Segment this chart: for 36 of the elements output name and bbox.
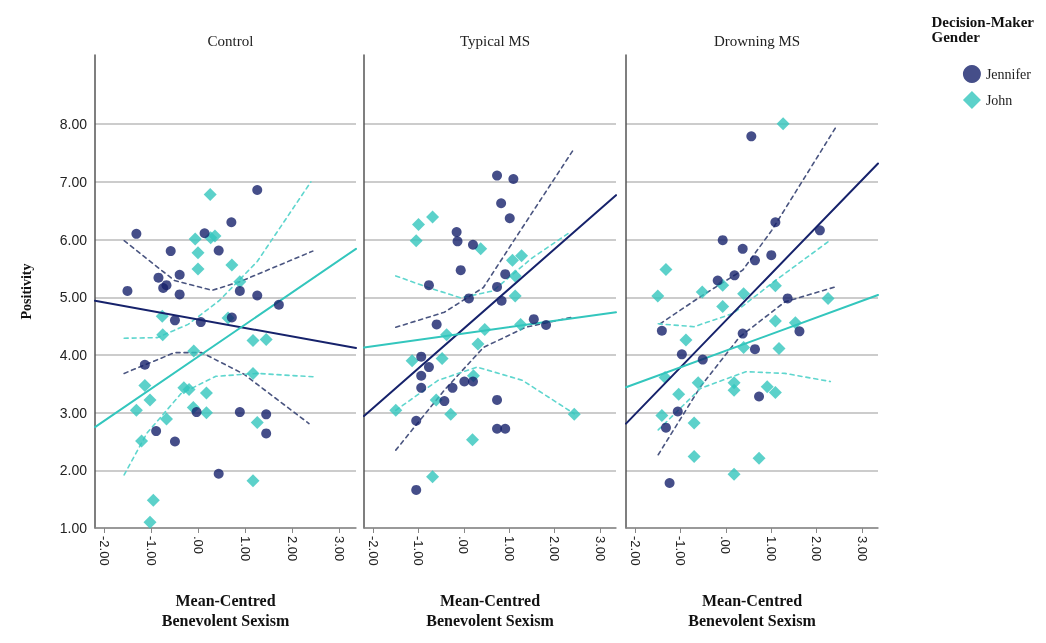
x-tick-label: -1.00: [410, 536, 426, 566]
x-tick-label: -2.00: [365, 536, 381, 566]
x-tick-label: 3.00: [592, 536, 608, 562]
x-tick-label: 3.00: [332, 536, 348, 562]
x-tick-label: -1.00: [143, 536, 159, 566]
x-tick-label: 2.00: [809, 536, 825, 562]
chart-title: Typical MS: [459, 32, 531, 49]
legend-label: Jennifer: [985, 66, 1032, 82]
x-tick-label: -1.00: [672, 536, 688, 566]
y-tick-label: 3.00: [59, 404, 88, 421]
y-tick-label: 2.00: [59, 462, 88, 479]
x-tick-label: -2.00: [96, 536, 112, 566]
y-tick-label: 4.00: [59, 346, 88, 363]
y-tick-label: 6.00: [59, 231, 88, 248]
x-tick-label: .00: [456, 536, 472, 555]
x-tick-label: 2.00: [285, 536, 301, 562]
chart-title: Control: [207, 32, 254, 49]
chart-title: Drowning MS: [713, 32, 801, 49]
x-tick-label: 1.00: [501, 536, 517, 562]
x-tick-label: 1.00: [763, 536, 779, 562]
x-axis-title: Mean-Centred Benevolent Sexism: [426, 591, 555, 629]
y-tick-label: 5.00: [59, 289, 88, 306]
x-tick-label: 3.00: [854, 536, 870, 562]
y-tick-label: 7.00: [59, 173, 88, 190]
legend-title: Decision-Maker Gender: [931, 13, 1035, 45]
x-tick-label: .00: [718, 536, 734, 555]
x-tick-label: .00: [190, 536, 206, 555]
x-axis-title: Mean-Centred Benevolent Sexism: [161, 591, 290, 629]
x-tick-label: 2.00: [547, 536, 563, 562]
y-tick-label: 8.00: [59, 116, 88, 133]
y-tick-label: 1.00: [59, 520, 88, 536]
x-axis-title: Mean-Centred Benevolent Sexism: [688, 591, 817, 629]
x-tick-label: 1.00: [237, 536, 253, 562]
x-tick-label: -2.00: [627, 536, 643, 566]
y-axis-title: Positivity: [18, 263, 34, 320]
legend-label: John: [985, 92, 1013, 108]
